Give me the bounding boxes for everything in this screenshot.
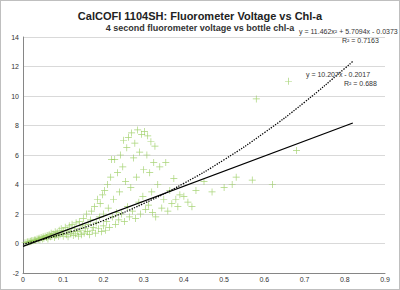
svg-text:R² = 0.688: R² = 0.688: [344, 80, 377, 87]
svg-text:0.8: 0.8: [340, 276, 350, 283]
svg-text:12: 12: [11, 63, 19, 70]
svg-text:8: 8: [15, 122, 19, 129]
svg-text:0.3: 0.3: [139, 276, 149, 283]
svg-text:0.4: 0.4: [179, 276, 189, 283]
svg-text:0.9: 0.9: [380, 276, 390, 283]
svg-text:y = 11.462x² + 5.7094x - 0.037: y = 11.462x² + 5.7094x - 0.0373: [299, 28, 398, 36]
svg-text:R² = 0.7163: R² = 0.7163: [342, 37, 379, 44]
svg-text:4 second fluorometer voltage v: 4 second fluorometer voltage vs bottle c…: [106, 23, 296, 33]
svg-text:CalCOFI 1104SH: Fluorometer Vo: CalCOFI 1104SH: Fluorometer Voltage vs C…: [78, 10, 323, 22]
svg-text:0.7: 0.7: [300, 276, 310, 283]
svg-text:10: 10: [11, 93, 19, 100]
svg-text:-2: -2: [13, 270, 19, 277]
svg-text:14: 14: [11, 34, 19, 41]
svg-text:y = 10.207x - 0.2017: y = 10.207x - 0.2017: [306, 71, 370, 79]
svg-text:4: 4: [15, 181, 19, 188]
svg-text:0.1: 0.1: [58, 276, 68, 283]
svg-text:0: 0: [21, 276, 25, 283]
svg-text:0.5: 0.5: [219, 276, 229, 283]
svg-text:0.2: 0.2: [99, 276, 109, 283]
svg-text:0: 0: [15, 240, 19, 247]
svg-text:0.6: 0.6: [259, 276, 269, 283]
svg-text:2: 2: [15, 211, 19, 218]
svg-text:6: 6: [15, 152, 19, 159]
